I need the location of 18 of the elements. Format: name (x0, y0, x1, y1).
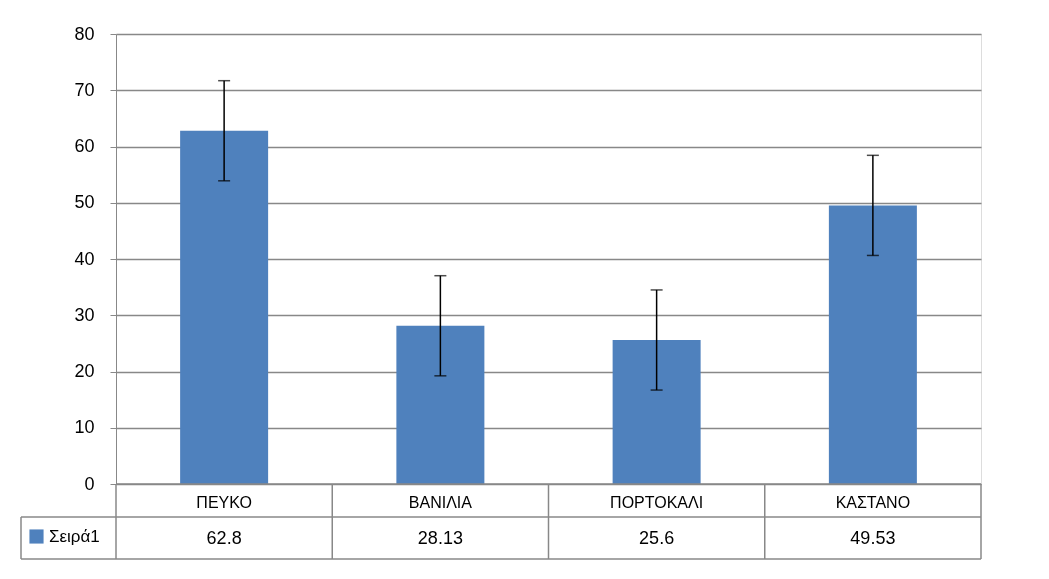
data-label: 28.13 (417, 528, 463, 548)
data-label: 25.6 (639, 528, 675, 548)
y-tick-label: 50 (74, 192, 95, 213)
y-tick-label: 70 (74, 79, 95, 100)
x-tick-label: ΒΑΝΙΛΙΑ (408, 493, 473, 511)
data-label: 62.8 (206, 528, 242, 548)
y-tick-label: 60 (74, 136, 95, 156)
legend-label: Σειρά1 (49, 526, 100, 546)
y-tick-label: 20 (74, 361, 95, 381)
x-tick-label: ΠΟΡΤΟΚΑΛΙ (610, 493, 704, 511)
x-tick-label: ΠΕΥΚΟ (196, 493, 252, 511)
y-tick-label: 10 (74, 417, 95, 438)
data-label: 49.53 (850, 528, 896, 548)
y-tick-label: 30 (74, 304, 95, 325)
y-tick-label: 80 (74, 23, 95, 44)
x-tick-label: ΚΑΣΤΑΝΟ (835, 493, 911, 511)
y-tick-label: 40 (74, 248, 95, 269)
y-tick-label: 0 (84, 473, 95, 494)
